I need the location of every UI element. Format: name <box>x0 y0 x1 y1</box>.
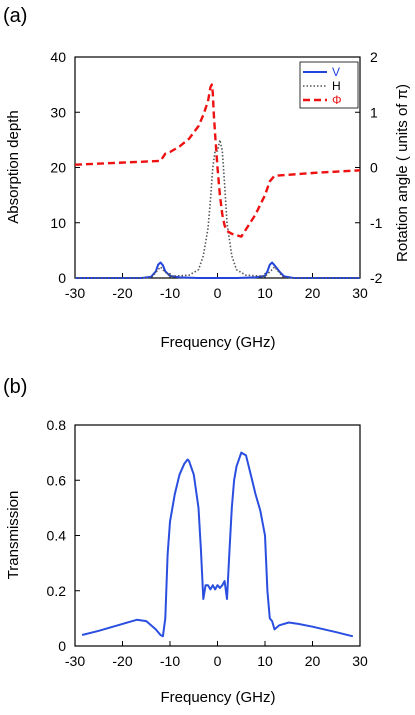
panel-b-series <box>81 451 354 638</box>
y-tick-label: 0.8 <box>47 417 67 433</box>
x-tick-label: -30 <box>65 653 85 669</box>
panel-a-y-axis-title: Absorption depth <box>5 110 22 223</box>
x-tick-label: 0 <box>214 653 222 669</box>
x-tick-label: -20 <box>112 285 132 301</box>
panel-b: (b) -30 -20 -10 0 10 20 30 0 0.2 0.4 0.6 0.8 Frequ… <box>3 376 368 706</box>
x-tick-label: -30 <box>65 285 85 301</box>
y-tick-label: 20 <box>50 160 66 176</box>
y2-tick-label: -2 <box>370 270 383 286</box>
panel-a-y2-axis-title: Rotation angle ( units of π) <box>394 84 411 262</box>
x-tick-label: -10 <box>160 653 180 669</box>
panel-a-label: (a) <box>3 5 27 27</box>
series-line-phi <box>74 83 361 238</box>
series-line-v <box>75 261 360 279</box>
panel-a-y2-ticks: -2 -1 0 1 2 <box>355 49 383 286</box>
series-line <box>81 451 354 638</box>
panel-a-legend: V H Φ <box>299 61 359 109</box>
x-tick-label: 20 <box>305 285 321 301</box>
y-tick-label: 0.6 <box>47 472 67 488</box>
legend-label-v: V <box>332 65 340 79</box>
panel-a-series <box>74 83 361 279</box>
y2-tick-label: 0 <box>370 160 378 176</box>
x-tick-label: 30 <box>352 653 368 669</box>
x-tick-label: 30 <box>352 285 368 301</box>
y2-tick-label: 1 <box>370 104 378 120</box>
panel-a-x-ticks: -30 -20 -10 0 10 20 30 <box>65 273 368 301</box>
x-tick-label: 20 <box>305 653 321 669</box>
y-tick-label: 0.2 <box>47 583 67 599</box>
y-tick-label: 0 <box>58 270 66 286</box>
legend-label-phi: Φ <box>332 93 342 107</box>
y-tick-label: 40 <box>50 49 66 65</box>
legend-label-h: H <box>332 79 341 93</box>
x-tick-label: 10 <box>257 285 273 301</box>
panel-a-y-ticks: 0 10 20 30 40 <box>50 49 80 286</box>
panel-b-y-ticks: 0 0.2 0.4 0.6 0.8 <box>47 417 80 654</box>
y-tick-label: 0.4 <box>47 528 67 544</box>
x-tick-label: 0 <box>214 285 222 301</box>
panel-b-label: (b) <box>3 376 27 398</box>
x-tick-label: -10 <box>160 285 180 301</box>
panel-b-x-axis-title: Frequency (GHz) <box>160 689 275 706</box>
panel-b-x-ticks: -30 -20 -10 0 10 20 30 <box>65 641 368 669</box>
y-tick-label: 30 <box>50 104 66 120</box>
x-tick-label: -20 <box>112 653 132 669</box>
y-tick-label: 10 <box>50 215 66 231</box>
panel-a-x-axis-title: Frequency (GHz) <box>160 334 275 351</box>
y-tick-label: 0 <box>58 638 66 654</box>
panel-b-y-axis-title: Transmission <box>5 491 22 580</box>
y2-tick-label: -1 <box>370 215 383 231</box>
x-tick-label: 10 <box>257 653 273 669</box>
y2-tick-label: 2 <box>370 49 378 65</box>
